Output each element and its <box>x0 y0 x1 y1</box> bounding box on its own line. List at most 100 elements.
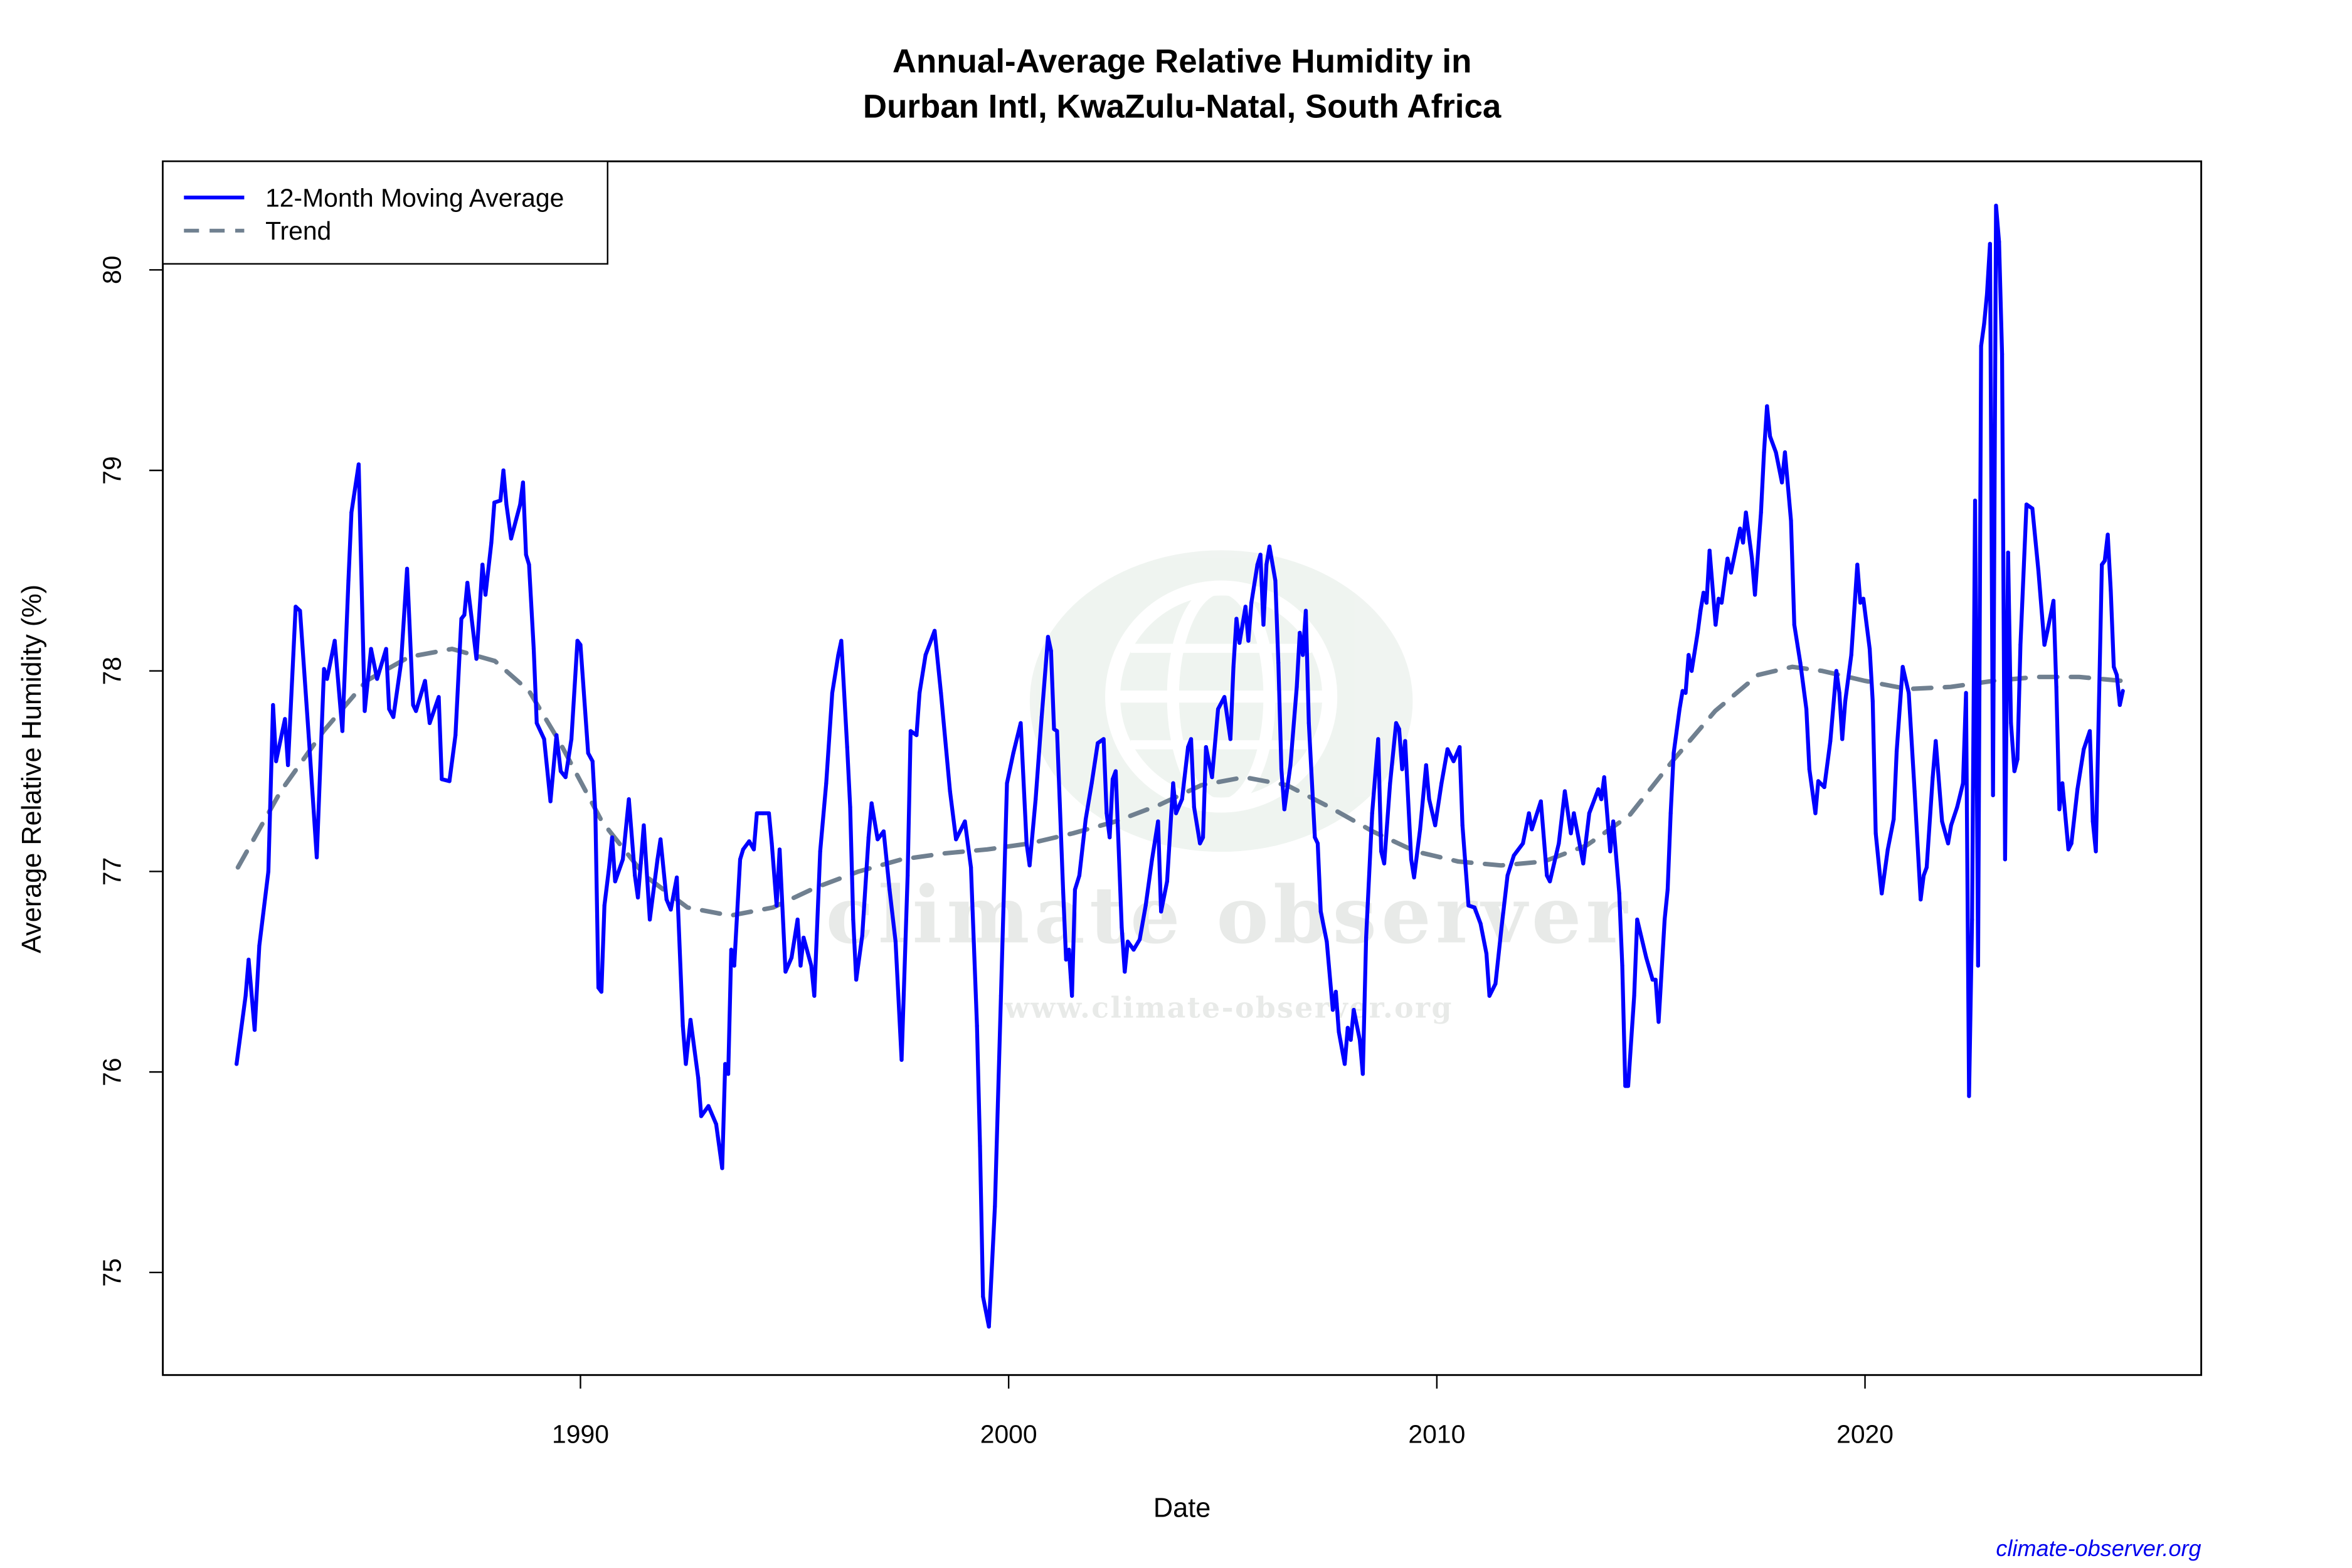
data-point <box>1156 819 1160 824</box>
data-point <box>1303 608 1308 613</box>
data-point <box>294 605 298 609</box>
data-point <box>332 638 337 643</box>
data-point <box>706 1104 711 1108</box>
data-point <box>2090 819 2095 824</box>
data-point <box>770 841 774 845</box>
data-point <box>1348 1037 1353 1042</box>
data-point <box>286 763 290 768</box>
data-point <box>1840 737 1845 741</box>
data-point <box>459 617 464 621</box>
data-point <box>674 875 679 880</box>
data-point <box>1101 737 1106 741</box>
data-point <box>908 729 913 733</box>
y-tick-label: 79 <box>97 456 126 484</box>
data-point <box>1046 635 1051 639</box>
data-point <box>987 1325 991 1329</box>
data-point <box>647 917 652 922</box>
data-point <box>596 985 601 990</box>
data-point <box>1994 203 1998 208</box>
data-point <box>1360 1072 1365 1076</box>
data-point <box>839 638 844 643</box>
data-point <box>578 643 583 647</box>
data-point <box>699 1114 704 1118</box>
data-point <box>1011 751 1015 755</box>
data-point <box>2109 588 2113 593</box>
data-point <box>1210 775 1214 780</box>
data-point <box>558 769 563 773</box>
data-point <box>968 865 973 870</box>
data-point <box>2114 673 2119 677</box>
data-point <box>1967 1094 1971 1098</box>
data-point <box>1315 841 1320 845</box>
data-point <box>954 837 958 842</box>
data-point <box>1243 605 1248 609</box>
data-point <box>524 553 528 557</box>
data-point <box>414 709 418 713</box>
data-point <box>1837 691 1841 695</box>
data-point <box>795 917 800 922</box>
data-point <box>655 857 660 862</box>
data-point <box>1738 526 1742 531</box>
data-point <box>933 628 937 633</box>
data-point <box>1858 600 1863 605</box>
data-point <box>1077 873 1082 878</box>
data-point <box>1466 903 1471 908</box>
data-point <box>1644 955 1648 960</box>
data-point <box>1249 600 1254 605</box>
data-point <box>2036 568 2041 573</box>
data-point <box>1070 993 1074 998</box>
data-point <box>1388 781 1392 785</box>
data-point <box>747 839 751 844</box>
data-point <box>627 797 631 802</box>
data-point <box>1382 861 1387 866</box>
data-point <box>1472 905 1477 909</box>
y-tick-label: 78 <box>97 657 126 685</box>
data-point <box>720 1166 724 1170</box>
data-point <box>1843 699 1848 703</box>
data-point <box>729 948 733 952</box>
data-point <box>1073 887 1078 892</box>
data-point <box>1656 1020 1661 1024</box>
credit-link[interactable]: climate-observer.org <box>1996 1535 2201 1561</box>
data-point <box>462 613 467 617</box>
data-point <box>775 903 779 908</box>
data-point <box>2006 550 2010 555</box>
data-point <box>369 647 373 651</box>
data-point <box>1246 638 1251 643</box>
data-point <box>1880 891 1884 896</box>
data-point <box>1186 744 1190 750</box>
data-point <box>1024 841 1029 845</box>
y-axis: 75 76 77 78 79 80 <box>97 256 163 1287</box>
data-point <box>1096 741 1100 745</box>
data-point <box>243 993 248 998</box>
data-point <box>642 823 646 827</box>
data-point <box>2003 857 2007 862</box>
data-point <box>1900 665 1905 669</box>
data-point <box>1873 831 1878 835</box>
watermark-url: www.climate-observer.org <box>1004 991 1453 1025</box>
data-point <box>1267 544 1272 549</box>
data-point <box>981 1295 985 1299</box>
data-point <box>1143 903 1148 908</box>
data-point <box>1200 835 1205 840</box>
data-point <box>1352 1007 1356 1012</box>
data-point <box>1216 707 1221 711</box>
data-point <box>1762 450 1766 455</box>
data-point <box>1689 669 1694 673</box>
data-point <box>1729 570 1733 575</box>
data-point <box>1433 823 1438 827</box>
data-point <box>1687 653 1691 657</box>
data-point <box>1744 510 1748 515</box>
data-point <box>755 811 759 815</box>
data-point <box>1039 715 1044 719</box>
data-point <box>1991 793 1995 798</box>
data-point <box>1870 699 1875 703</box>
data-point <box>1855 563 1860 567</box>
data-point <box>387 707 391 711</box>
data-point <box>1997 240 2001 244</box>
data-point <box>375 677 379 681</box>
data-point <box>1653 977 1658 982</box>
data-point <box>1924 865 1929 870</box>
data-point <box>1765 404 1769 408</box>
x-tick-label: 2000 <box>980 1419 1037 1448</box>
